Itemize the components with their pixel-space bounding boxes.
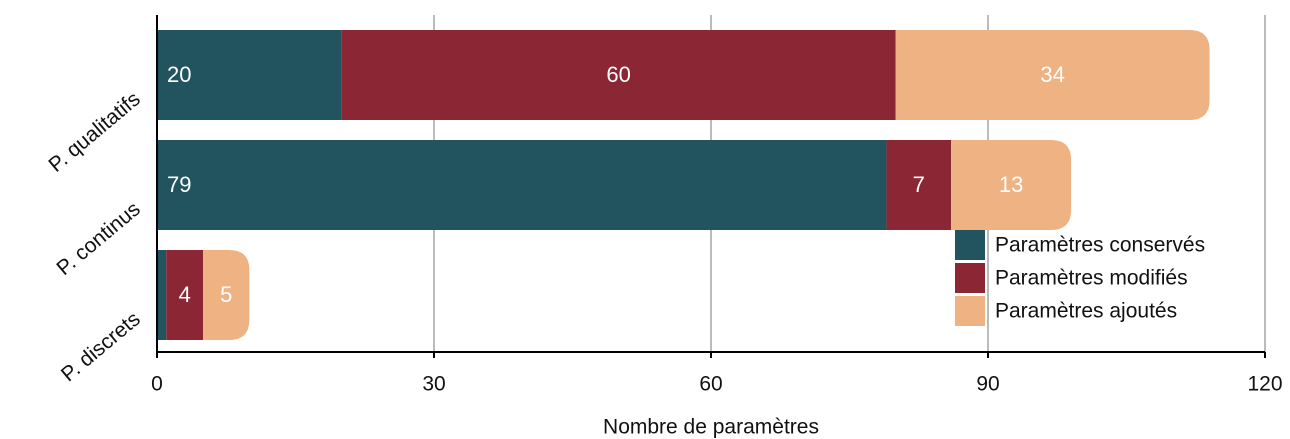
x-tick-label: 120 [1247,373,1282,396]
x-tick-label: 30 [422,373,445,396]
legend-label: Paramètres conservés [995,234,1205,257]
bar-segment [203,250,250,340]
data-label: 13 [999,172,1023,197]
bar-segment [886,140,952,230]
y-tick-label: P. discrets [57,307,145,386]
x-tick-label: 90 [976,373,999,396]
legend-swatch [955,230,985,260]
data-label: 4 [179,282,191,307]
x-tick-label: 60 [699,373,722,396]
legend-swatch [955,296,985,326]
bar-segment [341,30,896,120]
data-label: 7 [913,172,925,197]
data-label: 79 [167,172,191,197]
legend-label: Paramètres ajoutés [995,300,1177,323]
legend-label: Paramètres modifiés [995,267,1188,290]
data-label: 60 [606,62,630,87]
y-tick-label: P. qualitatifs [44,87,144,176]
bar-segment [157,140,887,230]
data-label: 5 [220,282,232,307]
bar-segment [166,250,204,340]
x-axis-label: Nombre de paramètres [603,416,819,439]
bar-segment [157,30,342,120]
legend-swatch [955,263,985,293]
x-tick-label: 0 [151,373,163,396]
y-tick-label: P. continus [52,197,144,280]
bar-segment [157,250,167,340]
bar-segment [951,140,1072,230]
data-label: 20 [167,62,191,87]
bar-segment [895,30,1210,120]
data-label: 34 [1040,62,1064,87]
